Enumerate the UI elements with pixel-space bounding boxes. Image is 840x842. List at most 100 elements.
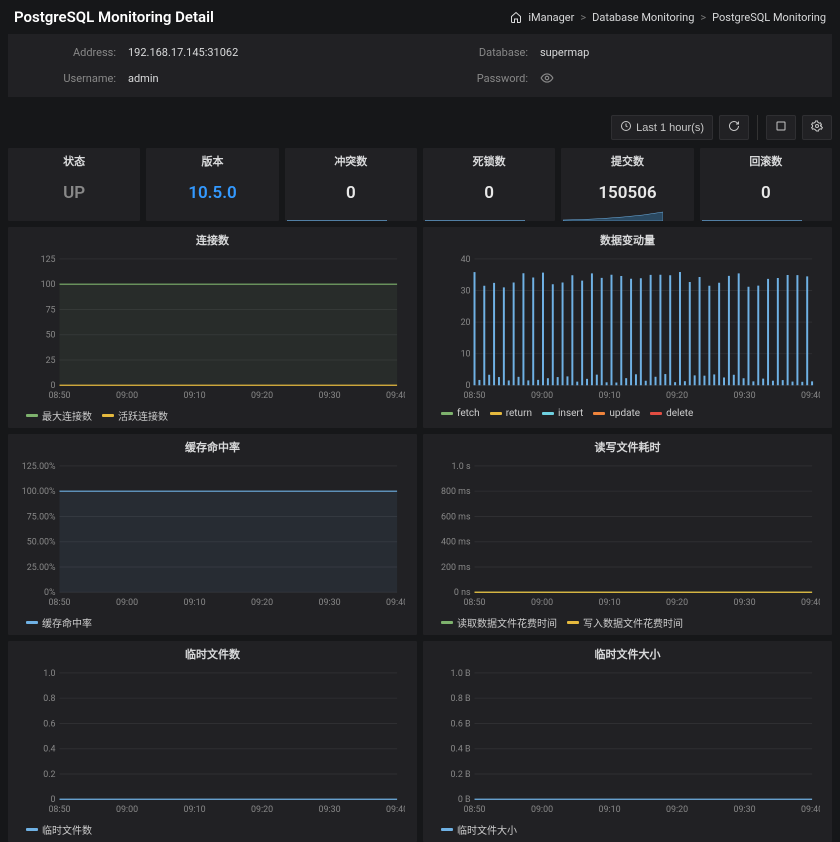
- svg-text:50.00%: 50.00%: [27, 538, 56, 548]
- svg-text:08:50: 08:50: [463, 391, 485, 401]
- refresh-button[interactable]: [719, 115, 749, 140]
- database-label: Database:: [420, 46, 540, 59]
- chart-temp-files[interactable]: 临时文件数00.20.40.60.81.008:5009:0009:1009:2…: [8, 641, 417, 842]
- legend-label: fetch: [457, 408, 480, 419]
- svg-text:09:20: 09:20: [666, 391, 688, 401]
- password-label: Password:: [420, 72, 540, 85]
- svg-text:09:10: 09:10: [183, 391, 205, 401]
- chart-rw-time[interactable]: 读写文件耗时0 ns200 ms400 ms600 ms800 ms1.0 s0…: [423, 434, 832, 635]
- legend-label: return: [506, 408, 532, 419]
- legend-swatch: [441, 828, 453, 831]
- chart-temp-size[interactable]: 临时文件大小0 B0.2 B0.4 B0.6 B0.8 B1.0 B08:500…: [423, 641, 832, 842]
- legend-label: 读取数据文件花费时间: [457, 615, 557, 630]
- breadcrumb: iManager > Database Monitoring > Postgre…: [510, 11, 826, 24]
- legend-label: 临时文件数: [42, 822, 92, 837]
- toolbar: Last 1 hour(s): [0, 97, 840, 148]
- breadcrumb-home[interactable]: iManager: [528, 11, 574, 24]
- svg-text:09:20: 09:20: [666, 598, 688, 608]
- breadcrumb-level1[interactable]: Database Monitoring: [592, 11, 694, 24]
- svg-text:09:00: 09:00: [531, 391, 553, 401]
- svg-text:125: 125: [41, 255, 56, 265]
- svg-text:25.00%: 25.00%: [27, 563, 56, 573]
- svg-text:125.00%: 125.00%: [22, 462, 56, 472]
- legend-item[interactable]: 读取数据文件花费时间: [441, 615, 557, 630]
- svg-text:20: 20: [461, 318, 471, 328]
- chart-title: 连接数: [8, 227, 417, 251]
- svg-text:09:40: 09:40: [386, 598, 405, 608]
- svg-text:08:50: 08:50: [48, 598, 70, 608]
- svg-text:09:10: 09:10: [598, 391, 620, 401]
- svg-text:0.2: 0.2: [43, 770, 55, 780]
- legend-swatch: [593, 412, 605, 415]
- legend-swatch: [542, 412, 554, 415]
- legend-swatch: [441, 412, 453, 415]
- svg-text:0 ns: 0 ns: [454, 588, 471, 598]
- chart-title: 数据变动量: [423, 227, 832, 251]
- username-label: Username:: [8, 72, 128, 85]
- legend-label: 活跃连接数: [118, 408, 168, 423]
- svg-text:09:10: 09:10: [598, 805, 620, 815]
- svg-text:75.00%: 75.00%: [27, 512, 56, 522]
- svg-text:09:30: 09:30: [734, 598, 756, 608]
- timerange-label: Last 1 hour(s): [636, 122, 704, 134]
- svg-text:600 ms: 600 ms: [441, 512, 471, 522]
- stat-status: 状态UP: [8, 148, 140, 221]
- chart-connections[interactable]: 连接数025507510012508:5009:0009:1009:2009:3…: [8, 227, 417, 428]
- legend-label: delete: [666, 408, 693, 419]
- charts-row-3: 临时文件数00.20.40.60.81.008:5009:0009:1009:2…: [0, 635, 840, 842]
- database-value: supermap: [540, 46, 589, 59]
- svg-text:0.8 B: 0.8 B: [451, 694, 472, 704]
- svg-text:75: 75: [46, 305, 56, 315]
- legend-item[interactable]: delete: [650, 408, 693, 419]
- svg-text:09:30: 09:30: [734, 805, 756, 815]
- svg-text:25: 25: [46, 356, 56, 366]
- panel-icon: [775, 120, 787, 135]
- svg-text:10: 10: [461, 350, 471, 360]
- svg-text:09:30: 09:30: [319, 805, 341, 815]
- refresh-icon: [728, 120, 740, 135]
- legend-item[interactable]: update: [593, 408, 640, 419]
- svg-text:1.0 B: 1.0 B: [451, 669, 472, 679]
- eye-icon[interactable]: [540, 71, 554, 85]
- address-label: Address:: [8, 46, 128, 59]
- settings-button[interactable]: [802, 115, 832, 140]
- svg-text:0.6: 0.6: [43, 720, 55, 730]
- stat-commits: 提交数150506: [561, 148, 693, 221]
- svg-text:50: 50: [46, 331, 56, 341]
- svg-text:1.0 s: 1.0 s: [451, 462, 471, 472]
- svg-text:09:00: 09:00: [116, 598, 138, 608]
- legend-item[interactable]: 缓存命中率: [26, 615, 92, 630]
- svg-text:09:40: 09:40: [386, 805, 405, 815]
- legend-item[interactable]: insert: [542, 408, 583, 419]
- svg-text:09:10: 09:10: [183, 805, 205, 815]
- legend-item[interactable]: 临时文件大小: [441, 822, 517, 837]
- legend-swatch: [650, 412, 662, 415]
- legend-swatch: [567, 621, 579, 624]
- svg-text:09:40: 09:40: [801, 805, 820, 815]
- chart-legend: 临时文件数: [8, 819, 417, 842]
- svg-text:40: 40: [461, 255, 471, 265]
- legend-item[interactable]: 临时文件数: [26, 822, 92, 837]
- breadcrumb-sep-2: >: [700, 11, 706, 24]
- svg-text:400 ms: 400 ms: [441, 538, 471, 548]
- timerange-button[interactable]: Last 1 hour(s): [611, 115, 713, 140]
- chart-cache-hit[interactable]: 缓存命中率0%25.00%50.00%75.00%100.00%125.00%0…: [8, 434, 417, 635]
- page-title: PostgreSQL Monitoring Detail: [14, 8, 214, 26]
- svg-text:200 ms: 200 ms: [441, 563, 471, 573]
- legend-item[interactable]: 最大连接数: [26, 408, 92, 423]
- legend-item[interactable]: 写入数据文件花费时间: [567, 615, 683, 630]
- legend-label: 临时文件大小: [457, 822, 517, 837]
- svg-text:0: 0: [51, 795, 56, 805]
- legend-item[interactable]: fetch: [441, 408, 480, 419]
- panel-button[interactable]: [766, 115, 796, 140]
- svg-text:0.8: 0.8: [43, 694, 55, 704]
- stat-conflicts: 冲突数0: [285, 148, 417, 221]
- svg-text:1.0: 1.0: [43, 669, 55, 679]
- legend-item[interactable]: 活跃连接数: [102, 408, 168, 423]
- legend-item[interactable]: return: [490, 408, 532, 419]
- chart-data-change[interactable]: 数据变动量01020304008:5009:0009:1009:2009:300…: [423, 227, 832, 428]
- svg-text:0.6 B: 0.6 B: [451, 720, 472, 730]
- svg-text:09:20: 09:20: [251, 391, 273, 401]
- chart-title: 临时文件大小: [423, 641, 832, 665]
- legend-swatch: [26, 414, 38, 417]
